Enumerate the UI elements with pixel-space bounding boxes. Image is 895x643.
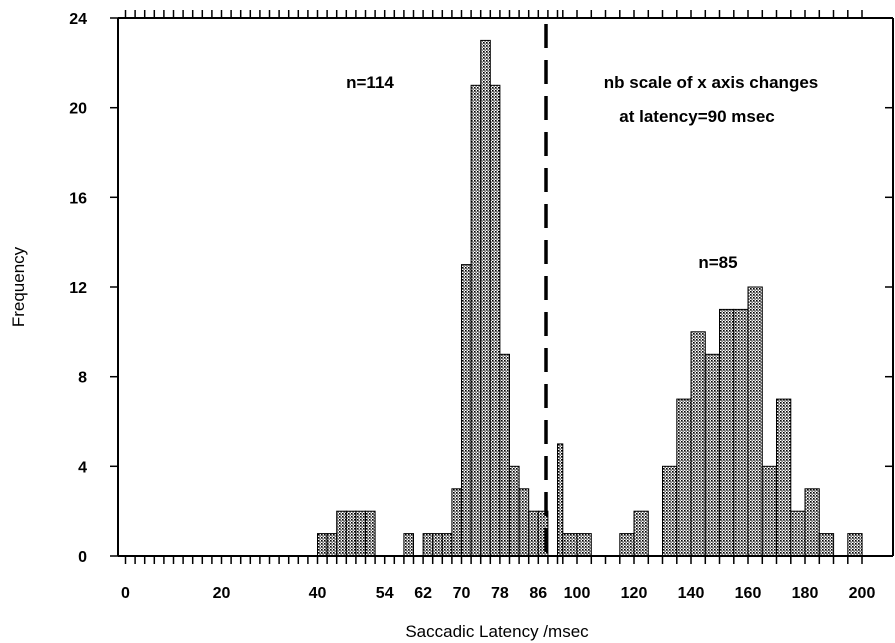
x-tick-label: 0	[121, 585, 130, 602]
histogram-bar	[761, 465, 778, 557]
histogram-bar	[355, 510, 366, 557]
histogram-bar	[489, 84, 501, 557]
histogram-bar	[804, 488, 820, 557]
annotation-n-114: n=114	[346, 73, 394, 92]
y-axis-title: Frequency	[9, 246, 28, 327]
x-tick-label: 78	[491, 585, 509, 602]
histogram-bar	[461, 264, 472, 557]
histogram-bar	[326, 533, 338, 557]
histogram-bar	[432, 533, 443, 557]
y-tick-label: 16	[69, 190, 87, 207]
annotation-scale-note-line1: nb scale of x axis changes	[604, 73, 818, 92]
histogram-bar	[403, 533, 414, 557]
y-tick-label: 12	[69, 280, 87, 297]
histogram-bar	[441, 533, 453, 557]
x-tick-group: 0 20 40 54 62 70 78 86 100 120 140 160 180 200	[121, 10, 875, 602]
histogram-bar	[499, 353, 510, 557]
histogram-bar	[776, 398, 792, 557]
histogram-bar	[470, 84, 482, 557]
x-tick-label: 86	[529, 585, 547, 602]
x-tick-label: 180	[792, 585, 819, 602]
x-tick-label: 62	[414, 585, 432, 602]
y-tick-label: 20	[69, 101, 87, 118]
histogram-bar	[733, 308, 749, 557]
x-tick-label: 120	[621, 585, 648, 602]
histogram-bar	[518, 488, 530, 557]
histogram-bar	[619, 533, 635, 557]
histogram-bar	[317, 533, 328, 557]
histogram-bar	[704, 353, 721, 557]
histogram-bar	[345, 510, 357, 557]
bar-group	[317, 39, 863, 557]
x-axis-title: Saccadic Latency /msec	[405, 622, 589, 641]
histogram-bar	[847, 533, 863, 557]
x-tick-label: 20	[213, 585, 231, 602]
x-tick-label: 54	[376, 585, 394, 602]
histogram-bar	[365, 510, 376, 557]
y-tick-label: 24	[69, 11, 87, 28]
histogram-bar	[562, 533, 578, 557]
x-tick-label: 160	[735, 585, 762, 602]
x-tick-label: 100	[564, 585, 591, 602]
histogram-bar	[557, 443, 564, 557]
histogram-bar	[818, 533, 835, 557]
histogram-bar	[662, 465, 678, 557]
annotation-n-85: n=85	[698, 253, 737, 272]
x-tick-label: 140	[678, 585, 705, 602]
x-tick-label: 200	[849, 585, 876, 602]
histogram-bar	[790, 510, 806, 557]
y-tick-group: 0 4 8 12 16 20 24	[69, 11, 893, 566]
histogram-bar	[480, 39, 491, 557]
histogram-bar	[576, 533, 592, 557]
x-tick-label: 40	[309, 585, 327, 602]
x-tick-label: 70	[453, 585, 471, 602]
histogram-bar	[422, 533, 434, 557]
histogram-bar	[719, 308, 735, 557]
histogram-bar	[690, 331, 706, 557]
y-tick-label: 4	[78, 459, 87, 476]
y-tick-label: 8	[78, 370, 87, 387]
histogram-bar	[676, 398, 692, 557]
histogram-bar	[451, 488, 462, 557]
histogram-bar	[509, 465, 520, 557]
histogram-bar	[336, 510, 347, 557]
histogram-bar	[747, 286, 763, 557]
y-tick-label: 0	[78, 549, 87, 566]
annotation-scale-note-line2: at latency=90 msec	[619, 107, 774, 126]
histogram-bar	[633, 510, 649, 557]
histogram-bar	[528, 510, 539, 557]
